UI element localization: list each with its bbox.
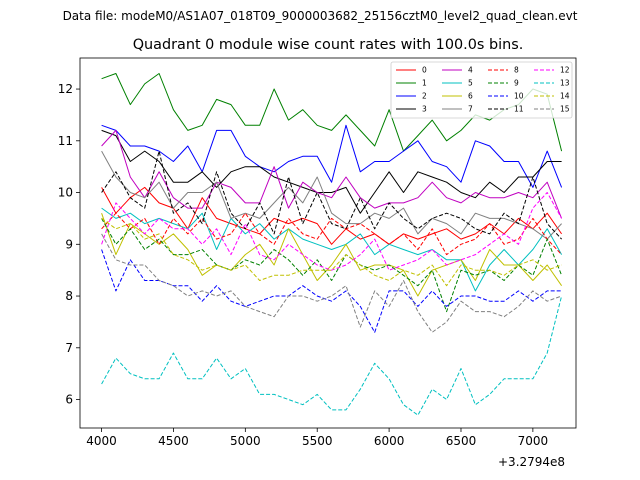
legend-label-10: 10 [514, 92, 524, 101]
legend-label-14: 14 [560, 92, 570, 101]
series-line-4 [101, 129, 563, 219]
y-tick-label: 12 [58, 82, 73, 96]
x-tick-label: 5500 [302, 434, 333, 448]
legend-label-6: 6 [468, 92, 473, 101]
x-tick-label: 4500 [158, 434, 189, 448]
legend-label-2: 2 [422, 92, 427, 101]
legend-label-13: 13 [560, 79, 570, 88]
legend-label-11: 11 [514, 105, 524, 114]
legend-label-4: 4 [468, 66, 473, 75]
series-line-9 [101, 218, 563, 313]
series-line-8 [101, 212, 562, 256]
y-tick-label: 9 [65, 237, 73, 251]
series-line-7 [101, 150, 562, 240]
legend-label-5: 5 [468, 79, 473, 88]
legend-label-1: 1 [422, 79, 427, 88]
legend-label-15: 15 [560, 105, 570, 114]
y-tick-label: 10 [58, 186, 73, 200]
legend-label-3: 3 [422, 105, 427, 114]
x-tick-label: 5000 [230, 434, 261, 448]
series-line-10 [101, 249, 562, 333]
x-tick-label: 6500 [446, 434, 477, 448]
legend-label-0: 0 [422, 66, 427, 75]
y-axis: 6 7 8 9 10 11 12 [58, 82, 80, 407]
y-tick-label: 7 [65, 341, 73, 355]
series-line-5 [101, 207, 563, 292]
series-line-11 [101, 150, 562, 240]
x-axis: 4000 4500 5000 5500 6000 6500 7000 [86, 428, 548, 448]
series-line-14 [101, 217, 562, 287]
series-line-6 [101, 213, 563, 297]
legend-label-7: 7 [468, 105, 473, 114]
x-offset-label: +3.2794e8 [498, 455, 565, 469]
legend-label-12: 12 [560, 66, 570, 75]
legend-label-8: 8 [514, 66, 519, 75]
series-lines [101, 73, 563, 416]
series-line-3 [101, 129, 562, 214]
x-tick-label: 4000 [86, 434, 117, 448]
suptitle: Data file: modeM0/AS1A07_018T09_90000036… [63, 9, 578, 23]
y-tick-label: 6 [65, 393, 73, 407]
y-tick-label: 11 [58, 134, 73, 148]
plot-frame [79, 57, 577, 429]
x-tick-label: 7000 [518, 434, 549, 448]
series-line-15 [101, 233, 562, 333]
chart-title: Quadrant 0 module wise count rates with … [133, 37, 524, 53]
legend-box [390, 61, 573, 119]
series-line-2 [101, 124, 563, 188]
y-tick-label: 8 [65, 289, 73, 303]
series-line-12 [101, 192, 563, 271]
x-tick-label: 6000 [374, 434, 405, 448]
legend-label-9: 9 [514, 79, 519, 88]
series-line-0 [101, 186, 563, 245]
